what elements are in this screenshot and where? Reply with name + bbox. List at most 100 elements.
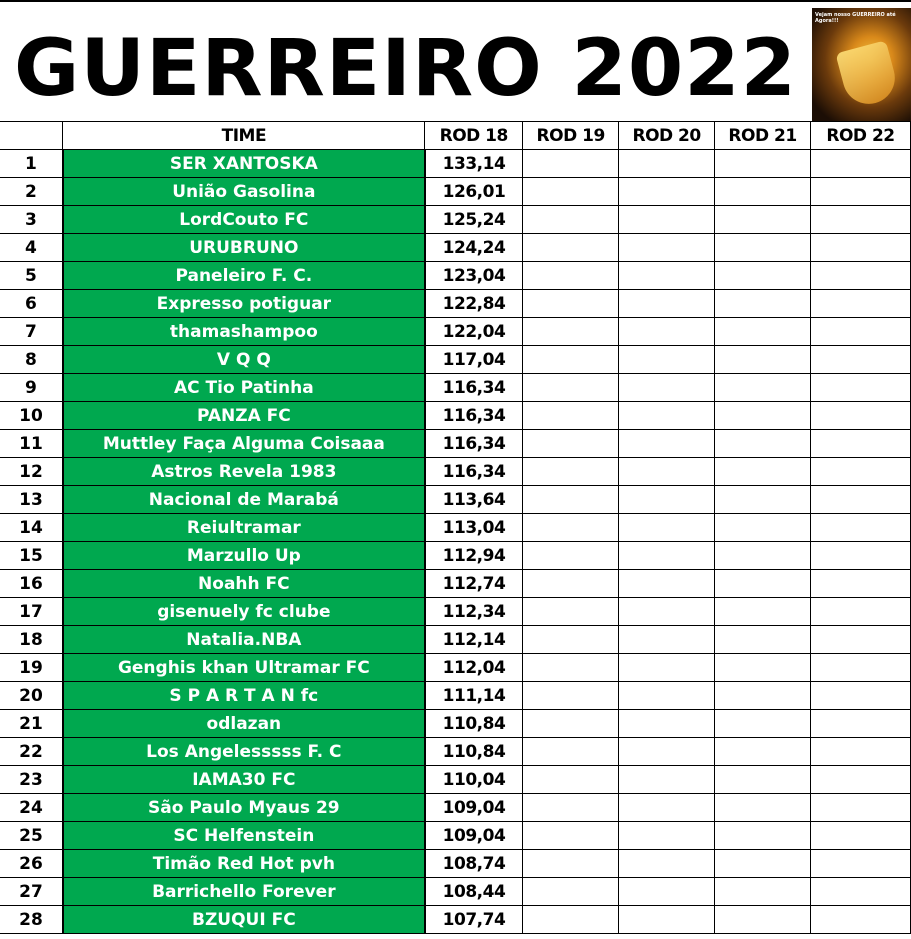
rod19-cell[interactable] — [522, 625, 620, 654]
rod21-cell[interactable] — [714, 345, 812, 374]
team-name-cell[interactable]: Nacional de Marabá — [61, 485, 426, 514]
rod22-cell[interactable] — [810, 289, 911, 318]
rod21-cell[interactable] — [714, 289, 812, 318]
team-name-cell[interactable]: URUBRUNO — [61, 233, 426, 262]
position-cell[interactable]: 14 — [0, 513, 64, 542]
position-cell[interactable]: 25 — [0, 821, 64, 850]
rod18-cell[interactable]: 122,84 — [424, 289, 524, 318]
team-name-cell[interactable]: S P A R T A N fc — [61, 681, 426, 710]
rod22-cell[interactable] — [810, 905, 911, 934]
rod22-cell[interactable] — [810, 513, 911, 542]
rod19-cell[interactable] — [522, 177, 620, 206]
rod22-cell[interactable] — [810, 177, 911, 206]
rod19-cell[interactable] — [522, 765, 620, 794]
rod21-cell[interactable] — [714, 625, 812, 654]
rod20-cell[interactable] — [618, 317, 716, 346]
position-cell[interactable]: 10 — [0, 401, 64, 430]
team-name-cell[interactable]: AC Tio Patinha — [61, 373, 426, 402]
rod22-cell[interactable] — [810, 373, 911, 402]
rod19-cell[interactable] — [522, 709, 620, 738]
rod21-cell[interactable] — [714, 513, 812, 542]
rod19-cell[interactable] — [522, 653, 620, 682]
rod21-cell[interactable] — [714, 737, 812, 766]
rod20-cell[interactable] — [618, 373, 716, 402]
rod19-cell[interactable] — [522, 541, 620, 570]
rod19-cell[interactable] — [522, 205, 620, 234]
rod18-cell[interactable]: 108,44 — [424, 877, 524, 906]
rod21-cell[interactable] — [714, 765, 812, 794]
rod22-cell[interactable] — [810, 429, 911, 458]
rod20-cell[interactable] — [618, 429, 716, 458]
team-name-cell[interactable]: Expresso potiguar — [61, 289, 426, 318]
position-cell[interactable]: 3 — [0, 205, 64, 234]
rod18-cell[interactable]: 116,34 — [424, 429, 524, 458]
team-name-cell[interactable]: Muttley Faça Alguma Coisaaa — [61, 429, 426, 458]
rod19-cell[interactable] — [522, 261, 620, 290]
rod18-cell[interactable]: 110,84 — [424, 709, 524, 738]
rod22-cell[interactable] — [810, 793, 911, 822]
rod18-cell[interactable]: 116,34 — [424, 457, 524, 486]
rod18-cell[interactable]: 117,04 — [424, 345, 524, 374]
rod21-cell[interactable] — [714, 317, 812, 346]
team-name-cell[interactable]: Los Angelesssss F. C — [61, 737, 426, 766]
rod22-cell[interactable] — [810, 457, 911, 486]
rod21-cell[interactable] — [714, 597, 812, 626]
rod21-cell[interactable] — [714, 149, 812, 178]
team-name-cell[interactable]: SER XANTOSKA — [61, 149, 426, 178]
rod20-cell[interactable] — [618, 345, 716, 374]
rod20-cell[interactable] — [618, 457, 716, 486]
position-cell[interactable]: 18 — [0, 625, 64, 654]
team-name-cell[interactable]: BZUQUI FC — [61, 905, 426, 934]
rod21-cell[interactable] — [714, 457, 812, 486]
header-rod-20[interactable]: ROD 20 — [618, 121, 716, 150]
rod18-cell[interactable]: 125,24 — [424, 205, 524, 234]
rod18-cell[interactable]: 112,04 — [424, 653, 524, 682]
team-name-cell[interactable]: SC Helfenstein — [61, 821, 426, 850]
header-rod-18[interactable]: ROD 18 — [424, 121, 524, 150]
rod22-cell[interactable] — [810, 149, 911, 178]
rod19-cell[interactable] — [522, 317, 620, 346]
rod20-cell[interactable] — [618, 877, 716, 906]
position-cell[interactable]: 27 — [0, 877, 64, 906]
rod19-cell[interactable] — [522, 877, 620, 906]
rod20-cell[interactable] — [618, 233, 716, 262]
position-cell[interactable]: 1 — [0, 149, 64, 178]
position-cell[interactable]: 12 — [0, 457, 64, 486]
position-cell[interactable]: 20 — [0, 681, 64, 710]
rod18-cell[interactable]: 112,94 — [424, 541, 524, 570]
rod21-cell[interactable] — [714, 653, 812, 682]
rod19-cell[interactable] — [522, 289, 620, 318]
rod18-cell[interactable]: 124,24 — [424, 233, 524, 262]
rod18-cell[interactable]: 112,74 — [424, 569, 524, 598]
team-name-cell[interactable]: V Q Q — [61, 345, 426, 374]
team-name-cell[interactable]: Barrichello Forever — [61, 877, 426, 906]
rod19-cell[interactable] — [522, 345, 620, 374]
rod21-cell[interactable] — [714, 905, 812, 934]
rod20-cell[interactable] — [618, 513, 716, 542]
position-cell[interactable]: 26 — [0, 849, 64, 878]
team-name-cell[interactable]: PANZA FC — [61, 401, 426, 430]
rod22-cell[interactable] — [810, 485, 911, 514]
rod21-cell[interactable] — [714, 373, 812, 402]
rod18-cell[interactable]: 113,04 — [424, 513, 524, 542]
rod18-cell[interactable]: 107,74 — [424, 905, 524, 934]
position-cell[interactable]: 23 — [0, 765, 64, 794]
rod20-cell[interactable] — [618, 849, 716, 878]
rod21-cell[interactable] — [714, 261, 812, 290]
rod20-cell[interactable] — [618, 177, 716, 206]
rod20-cell[interactable] — [618, 569, 716, 598]
position-cell[interactable]: 2 — [0, 177, 64, 206]
rod22-cell[interactable] — [810, 653, 911, 682]
rod20-cell[interactable] — [618, 205, 716, 234]
header-time[interactable]: TIME — [62, 121, 426, 150]
team-name-cell[interactable]: São Paulo Myaus 29 — [61, 793, 426, 822]
rod21-cell[interactable] — [714, 821, 812, 850]
header-rod-19[interactable]: ROD 19 — [522, 121, 620, 150]
rod21-cell[interactable] — [714, 709, 812, 738]
rod20-cell[interactable] — [618, 737, 716, 766]
rod19-cell[interactable] — [522, 233, 620, 262]
team-name-cell[interactable]: Genghis khan Ultramar FC — [61, 653, 426, 682]
rod22-cell[interactable] — [810, 233, 911, 262]
rod19-cell[interactable] — [522, 373, 620, 402]
position-cell[interactable]: 15 — [0, 541, 64, 570]
